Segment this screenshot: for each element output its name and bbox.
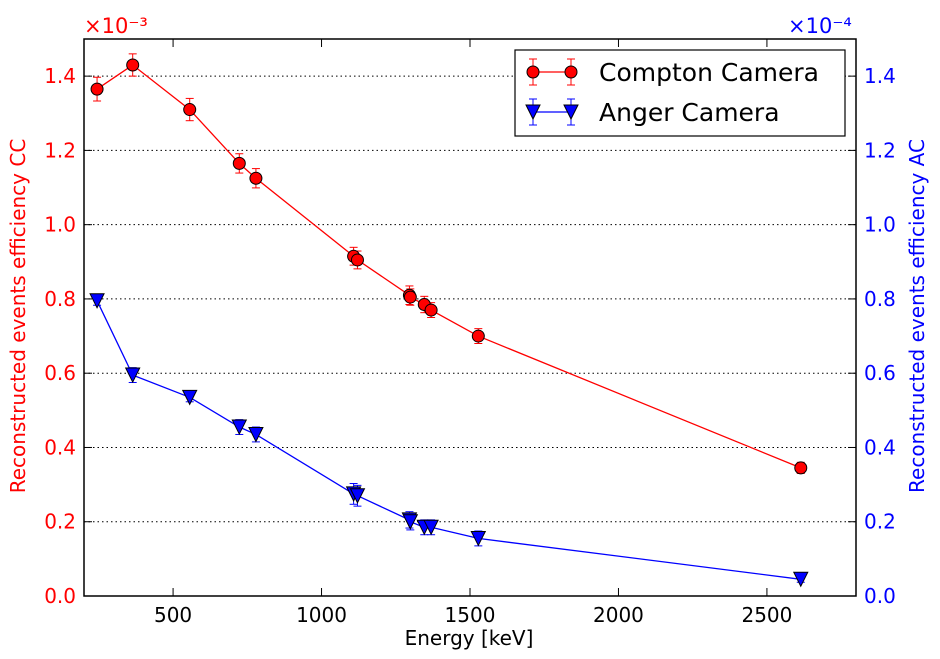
grid-lines	[84, 75, 856, 523]
data-point	[249, 171, 263, 185]
y-tick-label-right: 0.4	[864, 435, 896, 459]
data-point	[792, 571, 809, 588]
data-point	[126, 58, 140, 72]
y-tick-label-left: 1.0	[44, 213, 76, 237]
y-tick-label-left: 0.2	[44, 510, 76, 534]
left-scale-label: ×10⁻³	[84, 14, 148, 38]
data-point	[124, 367, 141, 384]
y-tick-label-right: 0.8	[864, 287, 896, 311]
legend-box	[514, 49, 846, 137]
legend-marker	[525, 104, 541, 121]
x-tick-label: 2500	[741, 603, 792, 627]
legend-item: Anger Camera	[525, 98, 780, 127]
data-point	[423, 519, 439, 536]
x-tick-label: 1500	[445, 603, 496, 627]
y-tick-label-right: 1.4	[864, 64, 896, 88]
legend-marker	[563, 104, 579, 121]
data-point	[794, 461, 808, 475]
data-point	[231, 419, 248, 436]
y-axis-label-left: Reconstructed events efficiency CC	[6, 139, 30, 494]
legend-label: Anger Camera	[599, 98, 780, 127]
series-anger-camera	[89, 293, 809, 588]
x-axis-label: Energy [keV]	[405, 626, 534, 650]
y-tick-label-right: 1.2	[864, 138, 896, 162]
series-compton-camera	[90, 53, 808, 475]
y-tick-label-left: 1.4	[44, 64, 76, 88]
x-tick-label: 2000	[593, 603, 644, 627]
data-point	[424, 303, 438, 317]
y-tick-label-left: 0.4	[44, 435, 76, 459]
data-point	[349, 488, 366, 504]
y-tick-label-left: 0.8	[44, 287, 76, 311]
data-point	[90, 82, 104, 96]
series-line	[96, 300, 801, 580]
data-point	[232, 156, 246, 170]
y-tick-label-left: 1.2	[44, 138, 76, 162]
axes: 500 1000 1500 2000 2500 0.0 0.0 0.2 0.2 0.4 0.4 0.6…	[44, 39, 896, 627]
y-tick-label-right: 0.6	[864, 361, 896, 385]
right-scale-label: ×10⁻⁴	[788, 14, 852, 38]
y-tick-label-right: 0.2	[864, 510, 896, 534]
legend-marker	[526, 65, 540, 79]
x-tick-label: 1000	[296, 603, 347, 627]
legend-item: Compton Camera	[526, 58, 819, 87]
y-tick-label-left: 0.6	[44, 361, 76, 385]
data-point	[181, 389, 198, 406]
data-point	[350, 253, 364, 267]
y-axis-label-right: Reconstructed events efficiency AC	[905, 139, 929, 493]
y-tick-label-right: 1.0	[864, 213, 896, 237]
legend: Compton Camera Anger Camera	[514, 49, 846, 137]
data-point	[183, 103, 197, 117]
y-tick-label-right: 0.0	[864, 584, 896, 608]
legend-label: Compton Camera	[599, 58, 819, 87]
y-tick-label-left: 0.0	[44, 584, 76, 608]
data-point	[248, 426, 264, 443]
data-point	[89, 293, 105, 309]
x-tick-label: 500	[154, 603, 192, 627]
data-point	[403, 290, 417, 304]
legend-marker	[564, 65, 578, 79]
data-point	[470, 530, 487, 547]
data-point	[402, 514, 419, 530]
data-point	[471, 329, 485, 343]
series-layer	[89, 53, 809, 588]
